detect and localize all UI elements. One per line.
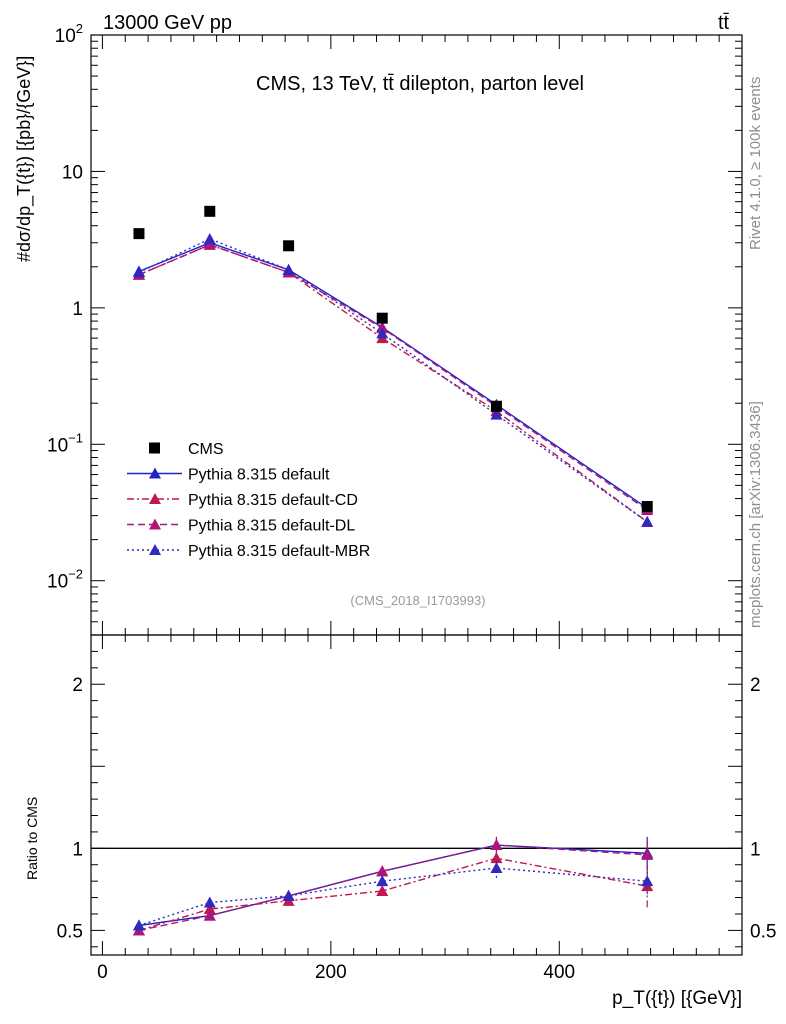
main-series-marker — [376, 327, 389, 339]
ratio-series-line — [138, 867, 648, 927]
ratio-series-marker — [203, 903, 216, 915]
x-tick-label: 200 — [315, 962, 347, 983]
legend-marker — [149, 493, 161, 504]
y-tick-label-ratio: 0.5 — [57, 921, 83, 942]
legend-label: CMS — [188, 441, 224, 458]
y-tick-label-main: 10 — [62, 162, 83, 183]
ratio-series-marker — [376, 875, 389, 887]
y-tick-label-ratio: 2 — [72, 675, 83, 696]
y-axis-title-ratio: Ratio to CMS — [24, 797, 40, 880]
x-tick-label: 0 — [97, 962, 108, 983]
y-tick-label-main: 10−2 — [47, 567, 83, 593]
legend-label: Pythia 8.315 default-MBR — [188, 543, 370, 560]
ratio-series-marker — [203, 896, 216, 908]
rivet-version-label: Rivet 4.1.0, ≥ 100k events — [747, 77, 764, 250]
ratio-series-marker — [641, 848, 654, 860]
ratio-series-marker — [641, 875, 654, 887]
ratio-series-line — [138, 857, 648, 932]
main-series-marker — [203, 238, 216, 250]
main-series-line — [138, 238, 648, 523]
ratio-series-marker — [376, 885, 389, 896]
y-tick-label-ratio-right: 0.5 — [750, 921, 776, 942]
ratio-series-marker — [376, 865, 389, 877]
legend-label: Pythia 8.315 default-CD — [188, 492, 358, 509]
main-series-marker — [641, 515, 654, 527]
cms-data-point — [376, 312, 388, 324]
y-tick-label-ratio-right: 2 — [750, 675, 761, 696]
main-series-line — [138, 244, 648, 511]
process-label: tt̄ — [718, 12, 730, 34]
legend-marker — [149, 467, 161, 479]
legend-marker — [149, 544, 161, 555]
tick-labels: 10−2 10−1 1 10 102 0.5 0.5 1 1 2 2 0 200 400 — [47, 21, 776, 983]
ratio-series-marker — [203, 909, 216, 921]
main-series-marker — [132, 266, 145, 278]
legend-marker-cms — [149, 442, 160, 454]
ratio-series-marker — [490, 862, 503, 874]
main-series-line — [138, 244, 648, 523]
y-tick-label-main: 10−1 — [47, 430, 83, 456]
main-series-line — [138, 242, 648, 509]
cms-data-point — [204, 205, 216, 217]
ratio-series-line — [138, 844, 648, 932]
beam-label: 13000 GeV pp — [103, 12, 232, 34]
ratio-series-marker — [490, 852, 503, 864]
main-plot-series — [132, 205, 654, 527]
cms-data-point — [641, 500, 653, 512]
x-tick-label: 400 — [543, 962, 575, 983]
cms-data-point — [490, 400, 502, 412]
legend-label: Pythia 8.315 default-DL — [188, 518, 355, 535]
ratio-series-marker — [490, 839, 503, 851]
ratio-plot-series — [91, 836, 742, 936]
legend: CMS Pythia 8.315 default Pythia 8.315 defa… — [127, 441, 370, 560]
panel-title: CMS, 13 TeV, tt̄ dilepton, parton level — [256, 73, 584, 95]
main-series-marker — [282, 263, 295, 275]
mcplots-label: mcplots.cern.ch [arXiv:1306.3436] — [747, 401, 764, 628]
y-tick-label-main: 102 — [55, 21, 83, 47]
legend-label: Pythia 8.315 default — [188, 467, 330, 484]
cms-data-point — [133, 228, 145, 240]
cms-data-point — [283, 240, 295, 252]
y-tick-label-main: 1 — [72, 299, 83, 320]
y-axis-title-main: #dσ/dp_T({t}) [{pb}/{GeV}] — [14, 56, 35, 262]
main-series-marker — [490, 408, 503, 420]
ratio-series-marker — [282, 889, 295, 901]
main-series-marker — [203, 232, 216, 244]
ratio-plot-frame — [90, 634, 743, 956]
legend-marker — [149, 518, 161, 530]
analysis-id: (CMS_2018_I1703993) — [350, 593, 485, 608]
ratio-series-marker — [132, 919, 145, 931]
axis-ticks — [91, 34, 742, 955]
x-axis-title: p_T({t}) [{GeV}] — [612, 988, 742, 1009]
y-tick-label-ratio-right: 1 — [750, 839, 761, 860]
y-tick-label-ratio: 1 — [72, 839, 83, 860]
